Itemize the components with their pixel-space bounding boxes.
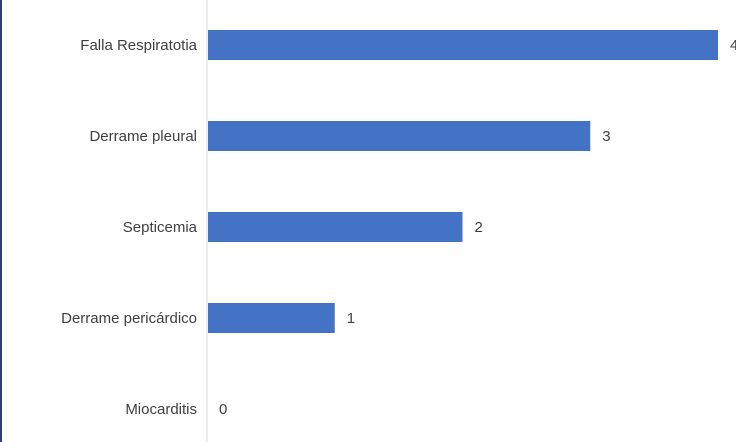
bars-group [208, 30, 718, 333]
category-label-0: Falla Respiratotia [80, 37, 197, 54]
bar-3 [208, 303, 335, 333]
data-label-1: 3 [602, 128, 610, 145]
data-label-0: 4 [730, 37, 736, 54]
category-label-1: Derrame pleural [89, 128, 197, 145]
category-label-2: Septicemia [123, 219, 198, 236]
category-label-3: Derrame pericárdico [61, 310, 197, 327]
category-labels-group: Falla Respiratotia Derrame pleural Septice… [61, 37, 198, 418]
bar-1 [208, 121, 591, 151]
category-label-4: Miocarditis [125, 401, 197, 418]
data-label-4: 0 [219, 401, 227, 418]
bar-2 [208, 212, 463, 242]
data-label-3: 1 [347, 310, 355, 327]
data-labels-group: 4 3 2 1 0 [219, 37, 736, 418]
data-label-2: 2 [475, 219, 483, 236]
bar-0 [208, 30, 718, 60]
